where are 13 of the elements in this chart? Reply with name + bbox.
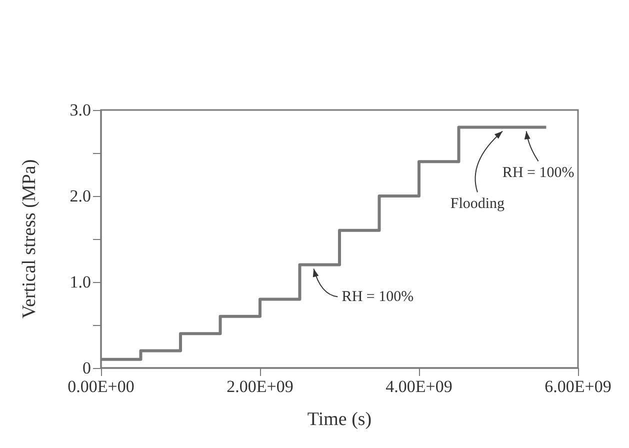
y-tick-label: 1.0 (70, 272, 91, 292)
y-tick-label: 2.0 (70, 186, 91, 206)
x-axis-title: Time (s) (307, 409, 372, 430)
x-tick-label: 0.00E+00 (68, 377, 134, 396)
x-tick-label: 4.00E+09 (386, 377, 452, 396)
x-tick-label: 2.00E+09 (226, 377, 294, 396)
y-tick-label: 0 (82, 358, 91, 378)
annotation: Flooding (450, 196, 506, 212)
annotation: RH = 100% (342, 288, 414, 305)
annotation: RH = 100% (502, 165, 574, 182)
x-tick-label: 6.00E+09 (544, 377, 612, 396)
y-tick-label: 3.0 (70, 100, 91, 120)
y-axis-title: Vertical stress (MPa) (19, 159, 40, 319)
